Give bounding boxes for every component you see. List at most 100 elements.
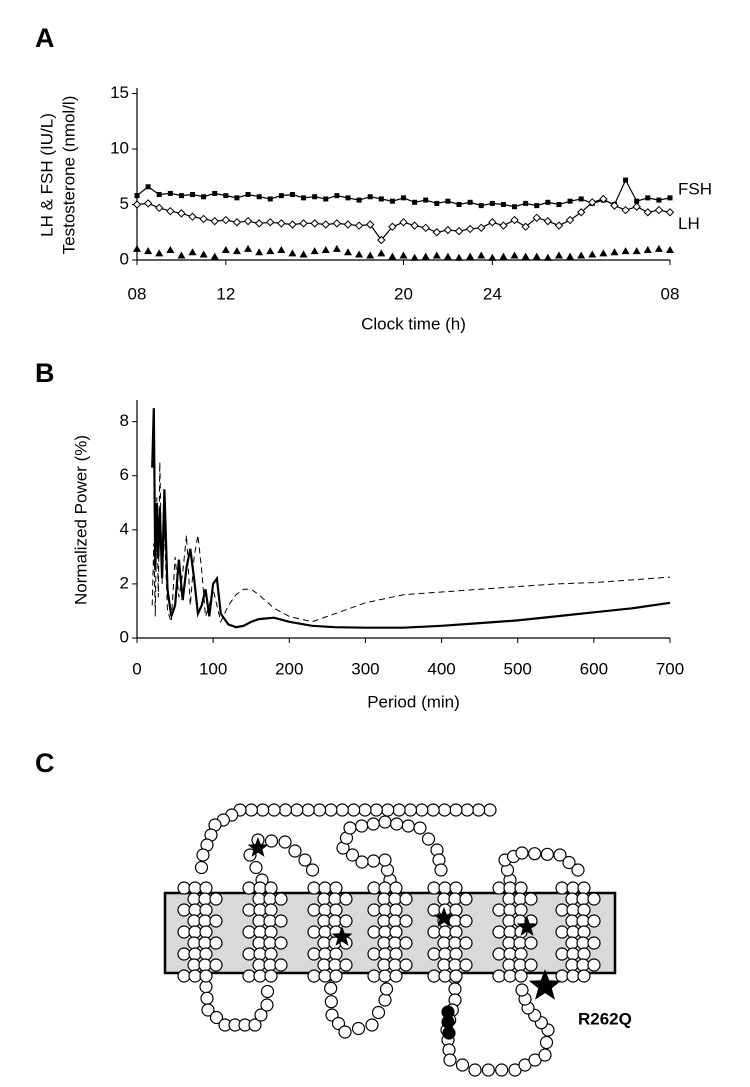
marker (488, 253, 497, 261)
residue (442, 1026, 456, 1040)
residue (198, 914, 212, 928)
residue (199, 925, 213, 939)
marker (545, 199, 551, 205)
residue (347, 803, 361, 817)
residue (434, 863, 448, 877)
residue (256, 803, 270, 817)
residue (427, 881, 441, 895)
marker (356, 197, 362, 203)
marker (321, 220, 330, 229)
x-tick-label: 24 (483, 284, 502, 303)
residue (345, 848, 360, 862)
marker (323, 196, 329, 202)
residue (449, 969, 463, 983)
marker (599, 194, 608, 204)
y-tick-label: 0 (120, 249, 129, 268)
residue (443, 1053, 457, 1067)
residue (389, 881, 403, 895)
marker (288, 249, 297, 257)
residue (264, 969, 278, 983)
residue (209, 1010, 224, 1025)
residue (438, 881, 452, 895)
residue (358, 803, 372, 817)
residue (264, 925, 278, 939)
residue (274, 914, 288, 928)
residue (198, 892, 212, 906)
residue (390, 817, 404, 831)
marker (133, 244, 141, 252)
residue (577, 881, 591, 895)
residue (427, 947, 441, 961)
mutation-star (516, 916, 538, 936)
residue (318, 925, 332, 939)
y-tick-label: 5 (120, 194, 129, 213)
marker (354, 221, 364, 230)
marker (454, 226, 464, 236)
y-axis-label: LH & FSH (IU/L) (37, 113, 56, 237)
x-tick-label: 400 (427, 659, 455, 678)
residue (329, 903, 343, 917)
marker (588, 198, 597, 207)
residue (242, 903, 256, 917)
marker (523, 200, 529, 206)
residue (415, 803, 429, 817)
marker (477, 223, 486, 233)
marker (665, 208, 675, 217)
residue (242, 881, 256, 895)
residue (378, 815, 392, 829)
residue (367, 969, 381, 983)
residue (577, 947, 591, 961)
residue (455, 1058, 470, 1072)
marker (610, 201, 619, 210)
residue (524, 892, 538, 906)
residue (177, 969, 191, 983)
marker (443, 252, 452, 260)
residue (399, 892, 413, 906)
marker (288, 220, 297, 229)
residue (307, 947, 321, 961)
residue (253, 881, 267, 895)
residue (378, 925, 392, 939)
residue (555, 881, 569, 895)
marker (510, 215, 519, 225)
series-line (151, 408, 671, 629)
marker (610, 248, 619, 256)
residue (188, 881, 202, 895)
residue (528, 847, 542, 861)
marker (299, 219, 308, 228)
residue (427, 969, 441, 983)
residue (389, 925, 403, 939)
y-tick-label: 15 (110, 83, 129, 102)
residue (553, 848, 567, 862)
residue (253, 947, 267, 961)
residue (503, 881, 517, 895)
mutation-star (528, 969, 562, 1000)
marker (554, 251, 563, 259)
marker (643, 246, 652, 254)
residue (248, 1018, 262, 1032)
marker (223, 193, 229, 199)
residue (381, 803, 395, 817)
residue (566, 881, 580, 895)
marker (155, 249, 164, 257)
residue (441, 1015, 455, 1029)
marker (554, 221, 564, 230)
residue (389, 903, 403, 917)
marker (289, 192, 295, 198)
y-axis-label: Normalized Power (%) (71, 435, 90, 605)
residue (555, 903, 569, 917)
residue (438, 925, 452, 939)
marker (410, 221, 419, 230)
residue (449, 881, 463, 895)
residue (377, 936, 391, 950)
marker (310, 247, 319, 255)
residue (274, 958, 288, 972)
residue (492, 969, 506, 983)
residue (177, 903, 191, 917)
marker (510, 251, 519, 259)
residue (459, 936, 473, 950)
residue (260, 998, 274, 1012)
marker (599, 249, 608, 257)
marker (377, 249, 386, 257)
marker (421, 223, 430, 233)
